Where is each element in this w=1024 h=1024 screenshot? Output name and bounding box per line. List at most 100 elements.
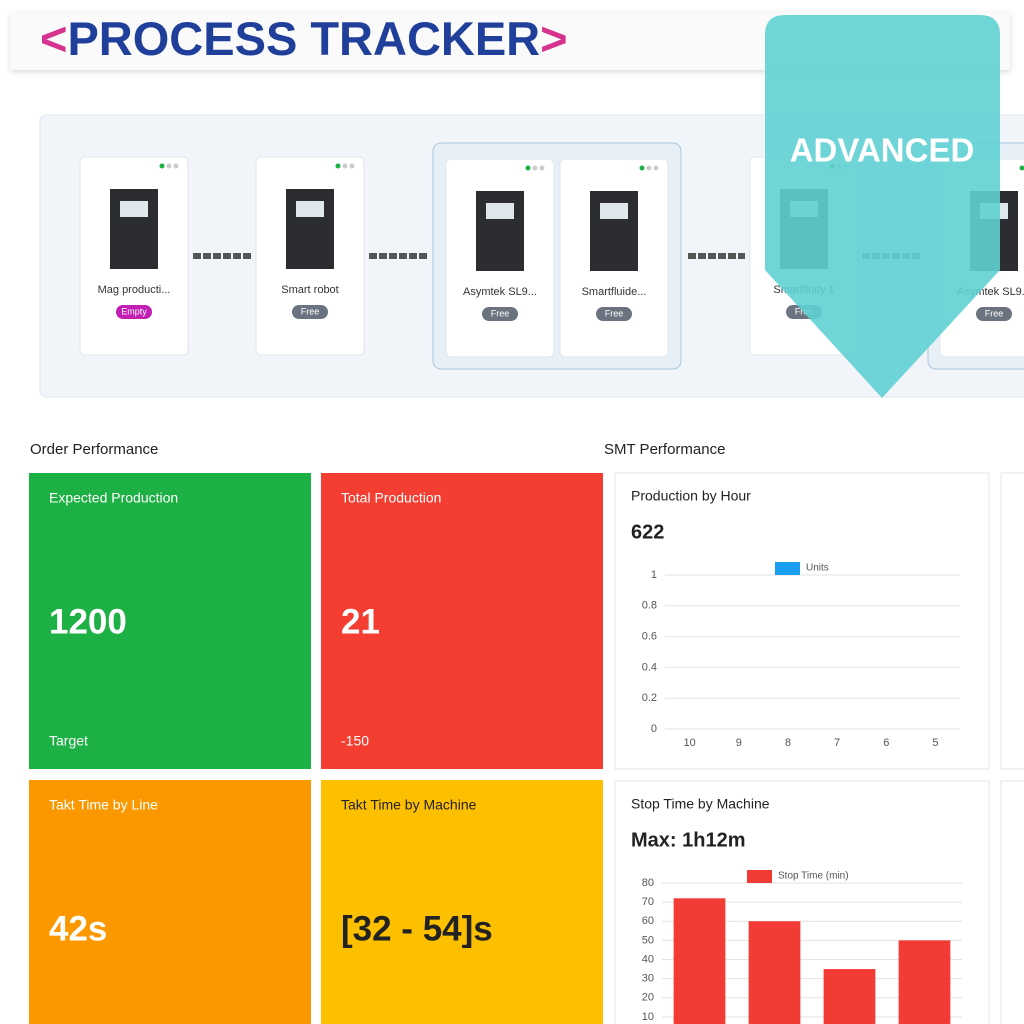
machine-card: Asymtek SL9... Free	[445, 158, 555, 358]
kpi-tile: Takt Time by Machine [32 - 54]s	[321, 780, 603, 1024]
tile	[29, 473, 311, 769]
x-tick-label: 7	[834, 737, 840, 749]
indicator	[173, 163, 179, 169]
status-pill	[116, 305, 152, 319]
kpi-note: Target	[49, 733, 88, 749]
kpi-title: Takt Time by Line	[49, 797, 158, 813]
badge: ADVANCED	[765, 15, 1000, 398]
kpi-tile: Takt Time by Line 42s	[29, 780, 311, 1024]
x-tick-label: 5	[932, 737, 938, 749]
kpi-value: 21	[341, 602, 380, 641]
kpi-title: Expected Production	[49, 490, 178, 506]
badge-shape	[765, 15, 1000, 398]
machine-card: Smart robot Free	[255, 156, 365, 356]
tile	[321, 473, 603, 769]
bar	[898, 940, 951, 1024]
y-tick-label: 1	[651, 569, 657, 581]
status-pill	[596, 307, 632, 321]
machine-label: Asymtek SL9...	[463, 286, 537, 298]
legend-swatch	[747, 870, 772, 883]
section-title: Order Performance	[30, 441, 158, 458]
tile	[321, 780, 603, 1024]
legend-label: Stop Time (min)	[778, 871, 849, 882]
indicator	[539, 165, 545, 171]
indicator	[166, 163, 172, 169]
kpi-title: Total Production	[341, 490, 441, 506]
indicator	[349, 163, 355, 169]
status-label: Free	[605, 308, 624, 318]
y-tick-label: 20	[642, 992, 654, 1004]
header-title: <PROCESS TRACKER>	[40, 12, 568, 65]
status-label: Free	[985, 308, 1004, 318]
y-tick-label: 10	[642, 1011, 654, 1023]
section-title: SMT Performance	[604, 441, 725, 458]
x-tick-label: 10	[683, 737, 695, 749]
machine-label: Smart robot	[281, 284, 338, 296]
bar	[673, 898, 726, 1024]
y-tick-label: 0	[651, 723, 657, 735]
y-tick-label: 0.4	[642, 661, 657, 673]
y-tick-label: 60	[642, 915, 654, 927]
kpi-value: 1200	[49, 602, 127, 641]
kpi-tile: Total Production 21 -150	[321, 473, 603, 769]
status-pill	[292, 305, 328, 319]
kpi-tile: Expected Production 1200 Target	[29, 473, 311, 769]
indicator	[159, 163, 165, 169]
legend-label: Units	[806, 563, 829, 574]
status-label: Free	[491, 308, 510, 318]
kpi-value: 42s	[49, 909, 107, 948]
bar	[823, 969, 876, 1024]
y-tick-label: 30	[642, 973, 654, 985]
indicator	[646, 165, 652, 171]
chart-headline: Max: 1h12m	[631, 829, 746, 851]
indicator	[653, 165, 659, 171]
chart-headline: 622	[631, 521, 664, 543]
legend-swatch	[775, 562, 800, 575]
indicator	[525, 165, 531, 171]
machine-card: Mag producti... Empty	[79, 156, 189, 356]
x-tick-label: 9	[736, 737, 742, 749]
chart-title: Stop Time by Machine	[631, 796, 770, 812]
machine-screen	[486, 203, 514, 219]
status-pill	[482, 307, 518, 321]
status-label: Free	[301, 306, 320, 316]
bracket: >	[540, 12, 567, 65]
chart-title: Production by Hour	[631, 488, 751, 504]
bar	[748, 921, 801, 1024]
y-tick-label: 0.2	[642, 692, 657, 704]
bracket: <	[40, 12, 67, 65]
charts: Production by Hour 622 0 0.2 0.4 0.6 0.8 1 Units…	[614, 472, 990, 1024]
x-tick-label: 8	[785, 737, 791, 749]
card-partial	[1000, 472, 1024, 770]
card-partial	[1000, 780, 1024, 1024]
status-pill	[976, 307, 1012, 321]
y-tick-label: 40	[642, 953, 654, 965]
tile	[29, 780, 311, 1024]
chart-card: Stop Time by Machine Max: 1h12m 10 20 30 40 50…	[614, 780, 990, 1024]
indicator	[532, 165, 538, 171]
kpi-value: [32 - 54]s	[341, 909, 493, 948]
chart-card: Production by Hour 622 0 0.2 0.4 0.6 0.8 1 Units…	[614, 472, 990, 770]
machine-screen	[296, 201, 324, 217]
machine-card: Smartfluide... Free	[559, 158, 669, 358]
machine-screen	[120, 201, 148, 217]
y-tick-label: 80	[642, 877, 654, 889]
y-tick-label: 0.8	[642, 600, 657, 612]
kpi-tiles: Expected Production 1200 Target Total Produ…	[29, 473, 603, 1024]
x-tick-label: 6	[883, 737, 889, 749]
machine-label: Mag producti...	[98, 284, 171, 296]
title: PROCESS TRACKER	[67, 12, 540, 65]
y-tick-label: 0.6	[642, 631, 657, 643]
badge-text: ADVANCED	[790, 132, 975, 169]
machine-screen	[600, 203, 628, 219]
card	[614, 472, 990, 770]
indicator	[1019, 165, 1024, 171]
indicator	[639, 165, 645, 171]
indicator	[342, 163, 348, 169]
kpi-note: -150	[341, 733, 369, 749]
machine-label: Smartfluide...	[582, 286, 647, 298]
indicator	[335, 163, 341, 169]
kpi-title: Takt Time by Machine	[341, 797, 477, 813]
